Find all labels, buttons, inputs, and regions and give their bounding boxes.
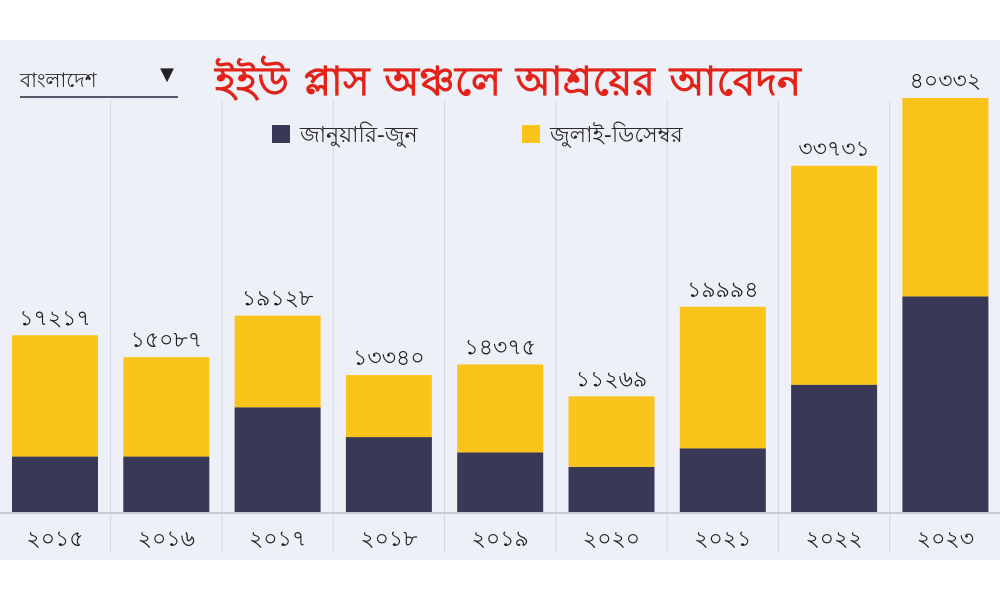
bar-segment-jul-dec (568, 396, 655, 467)
x-tick-label: ২০১৫ (26, 527, 83, 552)
bar-total-label: ১৯৯৯৪ (687, 278, 758, 303)
x-tick-label: ২০১৭ (249, 527, 306, 552)
chart-title: ইইউ প্লাস অঞ্চলে আশ্রয়ের আবেদন (215, 58, 802, 105)
legend-swatch-jan-jun (272, 125, 290, 143)
bar-segment-jan-jun (12, 456, 98, 512)
x-tick-label: ২০১৯ (472, 527, 529, 552)
country-dropdown-label: বাংলাদেশ (20, 68, 97, 92)
bar-total-label: ১১২৬৯ (576, 367, 647, 392)
bar-segment-jul-dec (345, 375, 432, 438)
country-dropdown[interactable]: বাংলাদেশ ▼ (20, 62, 178, 98)
legend-item-jan-jun: জানুয়ারি-জুন (272, 118, 502, 148)
bar-segment-jan-jun (791, 384, 878, 512)
legend-item-jul-dec: জুলাই-ডিসেম্বর (522, 118, 752, 148)
bar-total-label: ৩৩৭৩১ (798, 137, 870, 162)
bar-total-label: ৪০৩৩২ (910, 69, 982, 94)
bar-segment-jan-jun (902, 296, 989, 512)
chevron-down-icon: ▼ (160, 64, 174, 85)
bar-segment-jan-jun (234, 407, 321, 512)
bar-segment-jan-jun (345, 437, 432, 512)
bar-segment-jul-dec (234, 315, 321, 408)
bar-segment-jan-jun (123, 456, 210, 512)
bar-total-label: ১৯১২৮ (242, 287, 313, 312)
legend-label-jul-dec: জুলাই-ডিসেম্বর (550, 123, 683, 148)
bar-segment-jan-jun (457, 452, 544, 512)
bar-total-label: ১৩৩৪০ (353, 346, 424, 371)
bar-segment-jan-jun (568, 466, 655, 512)
x-tick-label: ২০২১ (694, 527, 751, 552)
x-tick-label: ২০১৮ (360, 527, 417, 552)
legend-label-jan-jun: জানুয়ারি-জুন (300, 123, 418, 148)
x-tick-label: ২০২৩ (917, 527, 974, 552)
bar-segment-jan-jun (679, 448, 766, 512)
bar-total-label: ১৫০৮৭ (131, 328, 202, 353)
x-tick-label: ২০১৬ (138, 527, 195, 552)
bar-total-label: ১৭২১৭ (19, 306, 90, 331)
bar-segment-jul-dec (12, 335, 98, 457)
bar-segment-jul-dec (457, 364, 544, 453)
bar-segment-jul-dec (791, 165, 878, 385)
bar-segment-jul-dec (679, 306, 766, 449)
bar-total-label: ১৪৩৭৫ (464, 335, 535, 360)
legend-swatch-jul-dec (522, 125, 540, 143)
x-tick-label: ২০২০ (583, 527, 640, 552)
x-tick-label: ২০২২ (805, 527, 862, 552)
bar-segment-jul-dec (123, 357, 210, 457)
bar-segment-jul-dec (902, 98, 989, 297)
